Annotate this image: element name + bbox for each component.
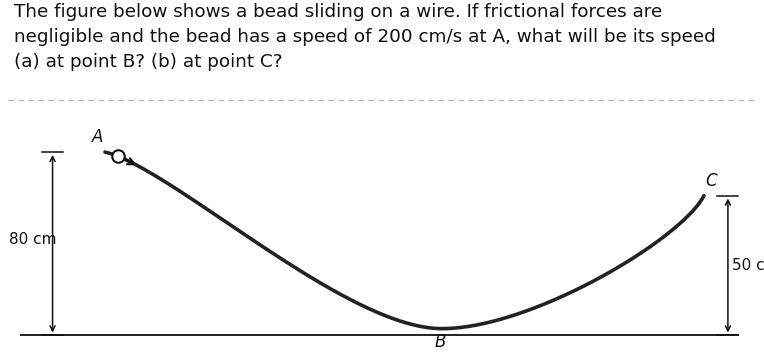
Text: C: C: [705, 172, 717, 190]
Text: The figure below shows a bead sliding on a wire. If frictional forces are
neglig: The figure below shows a bead sliding on…: [14, 3, 716, 71]
Text: 80 cm: 80 cm: [9, 232, 57, 247]
Text: 50 cm: 50 cm: [733, 258, 764, 273]
Text: A: A: [92, 128, 103, 146]
Text: B: B: [435, 333, 446, 351]
